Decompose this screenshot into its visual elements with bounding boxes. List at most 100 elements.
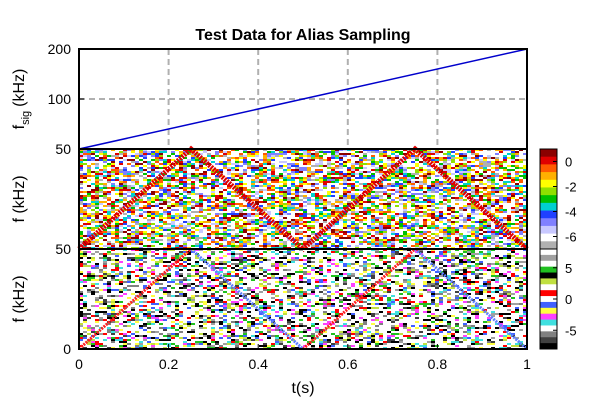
texture-cell bbox=[79, 263, 83, 265]
texture-cell bbox=[159, 225, 163, 227]
texture-cell bbox=[247, 231, 251, 233]
texture-cell bbox=[199, 223, 203, 225]
texture-cell bbox=[203, 243, 207, 245]
texture-cell bbox=[147, 151, 151, 153]
texture-cell bbox=[367, 213, 371, 215]
texture-cell bbox=[127, 255, 131, 257]
texture-cell bbox=[411, 161, 415, 163]
texture-cell bbox=[507, 221, 511, 223]
texture-cell bbox=[319, 225, 323, 227]
texture-cell bbox=[107, 275, 111, 277]
texture-cell bbox=[499, 253, 503, 255]
texture-cell bbox=[463, 251, 467, 253]
texture-cell bbox=[391, 171, 395, 173]
texture-cell bbox=[335, 173, 339, 175]
texture-cell bbox=[511, 157, 515, 159]
texture-cell bbox=[119, 229, 123, 231]
texture-cell bbox=[279, 213, 283, 215]
texture-cell bbox=[83, 275, 87, 277]
texture-cell bbox=[447, 201, 451, 203]
texture-cell bbox=[223, 175, 227, 177]
texture-cell bbox=[163, 155, 167, 157]
texture-cell bbox=[127, 187, 131, 189]
texture-cell bbox=[399, 219, 403, 221]
texture-cell bbox=[211, 189, 215, 191]
texture-cell bbox=[447, 213, 451, 215]
texture-cell bbox=[503, 201, 507, 203]
texture-cell bbox=[363, 167, 367, 169]
texture-cell bbox=[287, 175, 291, 177]
texture-cell bbox=[239, 241, 243, 243]
texture-cell bbox=[331, 245, 335, 247]
texture-cell bbox=[167, 261, 171, 263]
texture-cell bbox=[367, 225, 371, 227]
texture-cell bbox=[315, 251, 319, 253]
texture-cell bbox=[439, 159, 443, 161]
texture-cell bbox=[503, 231, 507, 233]
texture-cell bbox=[427, 189, 431, 191]
texture-cell bbox=[439, 215, 443, 217]
texture-cell bbox=[243, 271, 247, 273]
texture-cell bbox=[111, 167, 115, 169]
texture-cell bbox=[135, 209, 139, 211]
texture-cell bbox=[143, 179, 147, 181]
texture-cell bbox=[119, 189, 123, 191]
texture-cell bbox=[391, 245, 395, 247]
texture-cell bbox=[307, 201, 311, 203]
texture-cell bbox=[235, 259, 239, 261]
texture-cell bbox=[215, 235, 219, 237]
texture-cell bbox=[167, 265, 171, 267]
texture-cell bbox=[455, 261, 459, 263]
texture-cell bbox=[231, 213, 235, 215]
texture-cell bbox=[475, 265, 479, 267]
texture-cell bbox=[255, 251, 259, 253]
texture-cell bbox=[443, 253, 447, 255]
texture-cell bbox=[427, 239, 431, 241]
texture-cell bbox=[355, 189, 359, 191]
texture-cell bbox=[511, 161, 515, 163]
texture-cell bbox=[343, 205, 347, 207]
texture-cell bbox=[439, 267, 443, 269]
texture-cell bbox=[335, 239, 339, 241]
texture-cell bbox=[459, 173, 463, 175]
texture-cell bbox=[255, 213, 259, 215]
texture-cell bbox=[191, 173, 195, 175]
texture-cell bbox=[427, 191, 431, 193]
texture-cell bbox=[319, 273, 323, 275]
texture-cell bbox=[471, 181, 475, 183]
texture-cell bbox=[175, 211, 179, 213]
texture-cell bbox=[275, 231, 279, 233]
texture-cell bbox=[271, 171, 275, 173]
texture-cell bbox=[195, 205, 199, 207]
texture-cell bbox=[495, 173, 499, 175]
texture-cell bbox=[367, 215, 371, 217]
texture-cell bbox=[371, 161, 375, 163]
texture-cell bbox=[355, 227, 359, 229]
texture-cell bbox=[327, 165, 331, 167]
texture-cell bbox=[195, 193, 199, 195]
texture-cell bbox=[279, 201, 283, 203]
texture-cell bbox=[259, 195, 263, 197]
texture-cell bbox=[435, 259, 439, 261]
texture-cell bbox=[119, 171, 123, 173]
texture-cell bbox=[251, 185, 255, 187]
texture-cell bbox=[99, 203, 103, 205]
texture-cell bbox=[167, 183, 171, 185]
texture-cell bbox=[423, 177, 427, 179]
texture-cell bbox=[479, 221, 483, 223]
texture-cell bbox=[355, 155, 359, 157]
texture-cell bbox=[503, 207, 507, 209]
texture-cell bbox=[347, 193, 351, 195]
texture-cell bbox=[271, 263, 275, 265]
texture-cell bbox=[495, 169, 499, 171]
texture-cell bbox=[367, 231, 371, 233]
texture-cell bbox=[167, 193, 171, 195]
texture-cell bbox=[139, 235, 143, 237]
texture-cell bbox=[275, 181, 279, 183]
texture-cell bbox=[455, 153, 459, 155]
texture-cell bbox=[511, 259, 515, 261]
texture-cell bbox=[227, 253, 231, 255]
texture-cell bbox=[447, 207, 451, 209]
texture-cell bbox=[463, 187, 467, 189]
texture-cell bbox=[411, 197, 415, 199]
